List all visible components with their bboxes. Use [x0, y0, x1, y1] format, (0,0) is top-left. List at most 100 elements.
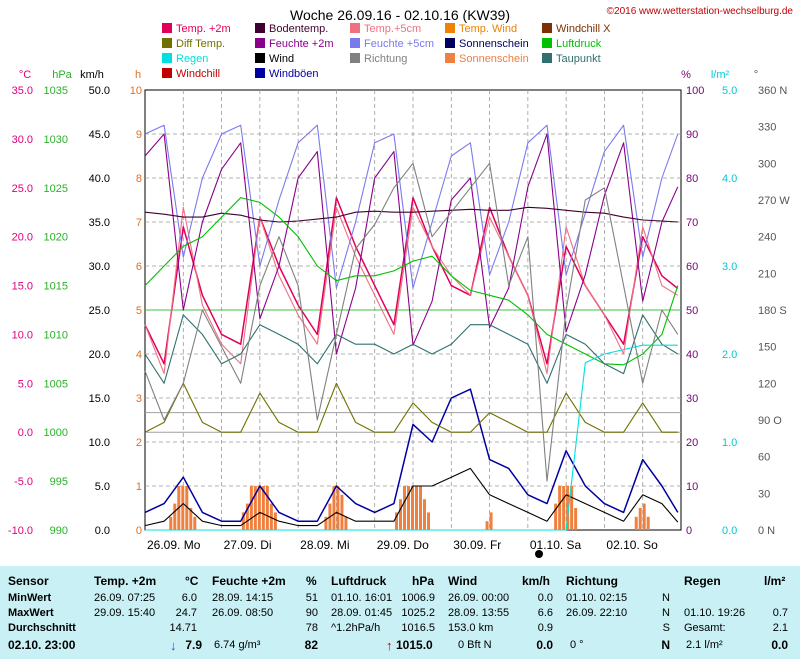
legend-label: Richtung	[364, 53, 407, 65]
axis-tick-hpa: 990	[50, 525, 68, 537]
now-richtung-value: N	[661, 638, 670, 652]
axis-tick-rain: 2.0	[722, 349, 737, 361]
now-richtung-degree: 0 °	[570, 639, 584, 651]
avg-feuchte-value: 78	[305, 622, 318, 634]
x-tick-label: 01.10. Sa	[530, 538, 582, 552]
axis-tick-rain: 3.0	[722, 261, 737, 273]
axis-tick-kmh: 30.0	[89, 261, 110, 273]
sunshine-bar	[324, 516, 328, 530]
sunshine-bar	[407, 486, 410, 530]
axis-tick-hpa: 1015	[44, 281, 68, 293]
sunshine-bar	[642, 503, 646, 530]
axis-tick-hours: 7	[136, 217, 142, 229]
min-wind-value: 0.0	[537, 592, 553, 604]
header-luftdruck-unit: hPa	[412, 574, 435, 588]
max-luft-date: 28.09. 01:45	[331, 607, 393, 619]
legend-swatch	[542, 23, 552, 33]
x-tick-label: 02.10. So	[606, 538, 658, 552]
now-luft-arrow: ↑	[386, 638, 393, 653]
sunshine-bar	[340, 494, 344, 530]
axis-tick-degree: 300	[758, 158, 776, 170]
min-feuchte-value: 51	[305, 592, 318, 604]
legend-swatch	[255, 68, 265, 78]
axis-tick-percent: 70	[686, 217, 698, 229]
axis-tick-kmh: 25.0	[89, 305, 110, 317]
x-tick-label: 26.09. Mo	[147, 538, 201, 552]
row-label-min: MinWert	[8, 592, 52, 604]
header-temp-unit: °C	[185, 574, 199, 588]
sunshine-bar	[336, 486, 340, 530]
legend-swatch	[445, 53, 455, 63]
axis-tick-hours: 1	[136, 481, 142, 493]
sunshine-bar	[485, 521, 489, 530]
legend-label: Windböen	[269, 68, 319, 80]
header-feuchte-unit: %	[306, 574, 317, 588]
min-feuchte-date: 28.09. 14:15	[212, 592, 274, 604]
avg-luft-value: 1016.5	[401, 622, 435, 634]
header-sensor: Sensor	[8, 574, 49, 588]
now-temp-arrow: ↓	[170, 638, 177, 653]
axis-unit-hours: h	[135, 69, 141, 81]
max-richtung-value: N	[662, 607, 670, 619]
legend-label: Temp. Wind	[459, 23, 517, 35]
max-temp-date: 29.09. 15:40	[94, 607, 156, 619]
series-line	[144, 314, 679, 384]
avg-luft-trend: ^1.2hPa/h	[331, 622, 381, 634]
legend-swatch	[162, 53, 172, 63]
axis-tick-celsius: 25.0	[12, 183, 33, 195]
max-richtung-date: 26.09. 22:10	[566, 607, 628, 619]
min-luft-value: 1006.9	[401, 592, 435, 604]
sunshine-bar	[185, 486, 189, 530]
axis-tick-celsius: -10.0	[8, 525, 33, 537]
sunshine-bar	[193, 516, 197, 530]
axis-tick-hpa: 1005	[44, 378, 68, 390]
axis-tick-hpa: 1030	[44, 134, 68, 146]
avg-temp-value: 14.71	[169, 622, 197, 634]
now-wind-value: 0.0	[536, 638, 553, 652]
axis-tick-degree: 120	[758, 378, 776, 390]
legend-label: Temp. +2m	[176, 23, 231, 35]
header-richtung: Richtung	[566, 574, 618, 588]
sunshine-bar	[249, 486, 253, 530]
sunshine-bar	[344, 516, 348, 530]
max-regen-value: 0.7	[772, 607, 788, 619]
axis-tick-degree: 180 S	[758, 305, 787, 317]
moon-phase-icon	[535, 550, 543, 558]
row-label-avg: Durchschnitt	[8, 622, 76, 634]
series-line	[145, 344, 678, 531]
axis-unit-hpa: hPa	[52, 69, 72, 81]
axis-unit-celsius: °C	[19, 69, 31, 81]
axis-tick-percent: 30	[686, 393, 698, 405]
avg-regen-value: 2.1	[772, 622, 788, 634]
axis-tick-hours: 2	[136, 437, 142, 449]
axis-tick-rain: 4.0	[722, 173, 737, 185]
axis-tick-kmh: 0.0	[95, 525, 110, 537]
min-richtung-value: N	[662, 592, 670, 604]
row-label-max: MaxWert	[8, 607, 54, 619]
axis-tick-hours: 4	[136, 349, 142, 361]
chart-title: Woche 26.09.16 - 02.10.16 (KW39)	[290, 7, 510, 23]
legend-label: Feuchte +5cm	[364, 38, 434, 50]
legend-label: Temp.+5cm	[364, 23, 421, 35]
axis-tick-rain: 0.0	[722, 525, 737, 537]
axis-tick-degree: 30	[758, 488, 770, 500]
axis-tick-celsius: 35.0	[12, 85, 33, 97]
sunshine-bar	[554, 503, 558, 530]
legend-label: Wind	[269, 53, 294, 65]
axis-tick-hours: 6	[136, 261, 142, 273]
avg-regen-label: Gesamt:	[684, 622, 726, 634]
series-line	[144, 467, 679, 527]
axis-tick-degree: 0 N	[758, 525, 775, 537]
axis-tick-degree: 90 O	[758, 415, 782, 427]
sunshine-bar	[419, 486, 422, 530]
axis-tick-percent: 20	[686, 437, 698, 449]
legend-label: Sonnenschein	[459, 53, 529, 65]
axis-tick-percent: 100	[686, 85, 704, 97]
axis-tick-hours: 0	[136, 525, 142, 537]
now-wind-bft: 0 Bft N	[458, 639, 492, 651]
header-feuchte: Feuchte +2m	[212, 574, 286, 588]
row-label-now: 02.10. 23:00	[8, 638, 76, 652]
min-wind-date: 26.09. 00:00	[448, 592, 510, 604]
axis-tick-degree: 270 W	[758, 195, 790, 207]
axis-tick-degree: 240	[758, 232, 776, 244]
